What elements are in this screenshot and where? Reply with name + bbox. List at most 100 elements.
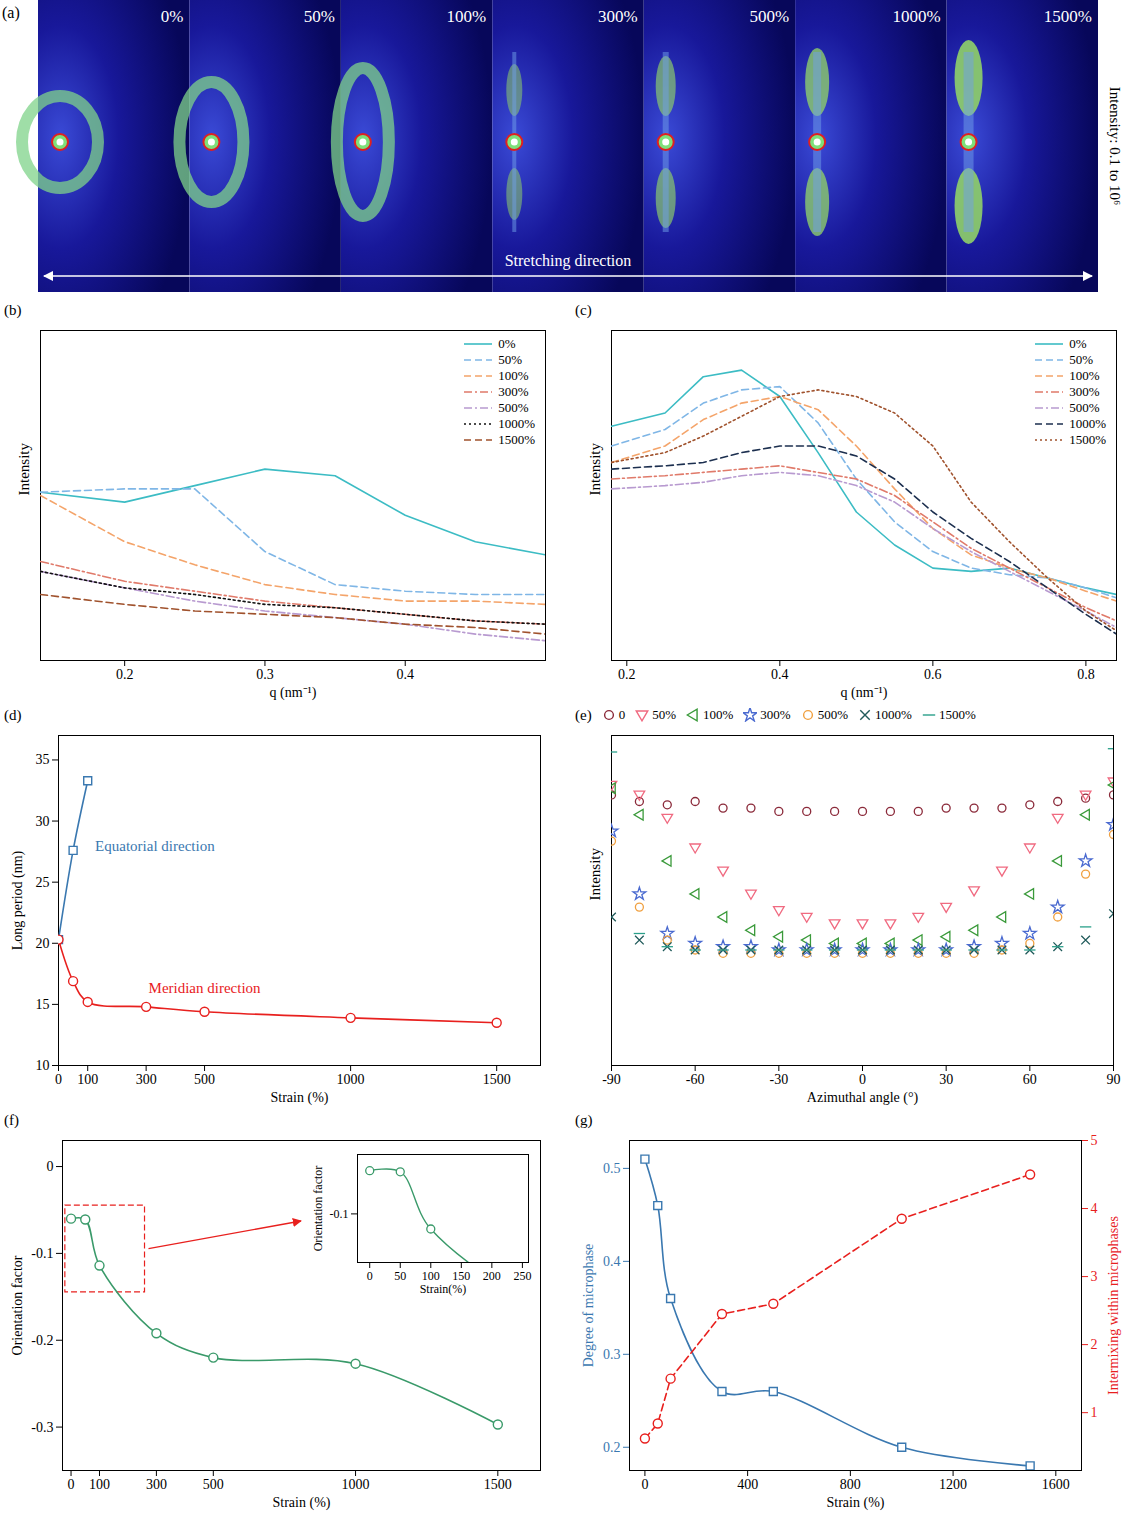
svg-text:100: 100 [89,1477,110,1492]
svg-text:Orientation factor: Orientation factor [311,1166,325,1252]
svg-text:-0.1: -0.1 [330,1207,349,1221]
svg-text:500: 500 [194,1072,215,1087]
svg-text:0.4: 0.4 [603,1254,621,1269]
html-text:1000%: 1000% [1069,416,1106,431]
svg-text:30: 30 [36,814,50,829]
html-text:(g): (g) [575,1112,593,1128]
svg-text:0: 0 [641,1477,648,1492]
html-text:(d): (d) [4,707,22,723]
svg-text:400: 400 [737,1477,758,1492]
svg-text:Intermixing within microphases: Intermixing within microphases [1106,1216,1121,1395]
svg-text:Long period (nm): Long period (nm) [10,850,26,950]
svg-text:1600: 1600 [1042,1477,1070,1492]
svg-text:20: 20 [36,936,50,951]
html-text:500%: 500% [1069,400,1100,415]
html-text:50%: 50% [498,352,522,367]
html-text:300%: 300% [1069,384,1100,399]
svg-text:1500: 1500 [484,1477,512,1492]
html-text:1000%: 1000% [498,416,535,431]
html-text:(c): (c) [575,302,592,318]
svg-text:-0.3: -0.3 [31,1420,53,1435]
svg-text:Strain(%): Strain(%) [420,1282,467,1296]
svg-text:250: 250 [513,1269,531,1283]
svg-text:2: 2 [1091,1337,1098,1352]
html-text:1500%: 1500% [498,432,535,447]
svg-text:Equatorial direction: Equatorial direction [95,838,215,854]
svg-text:4: 4 [1091,1201,1098,1216]
svg-text:0.8: 0.8 [1077,667,1095,682]
html-text:100%: 100% [498,368,529,383]
svg-text:1500: 1500 [483,1072,511,1087]
svg-text:-60: -60 [686,1072,705,1087]
html-text:0%: 0% [1069,336,1087,351]
html-text:500%: 500% [498,400,529,415]
svg-text:0.2: 0.2 [116,667,133,682]
svg-text:0.3: 0.3 [256,667,274,682]
svg-text:90: 90 [1107,1072,1121,1087]
svg-text:Orientation factor: Orientation factor [10,1255,25,1355]
svg-text:1500%: 1500% [1044,7,1092,26]
svg-text:60: 60 [1023,1072,1037,1087]
svg-text:0: 0 [47,1159,54,1174]
svg-text:Degree of microphase: Degree of microphase [581,1244,596,1368]
svg-text:(a): (a) [2,4,20,22]
svg-text:0.4: 0.4 [396,667,414,682]
html-text:50%: 50% [1069,352,1093,367]
svg-text:0: 0 [55,1072,62,1087]
svg-text:50%: 50% [304,7,335,26]
svg-text:1: 1 [1091,1405,1098,1420]
html-text:300%: 300% [498,384,529,399]
svg-text:-0.1: -0.1 [31,1246,53,1261]
html-text:(b): (b) [4,302,22,318]
svg-text:100: 100 [77,1072,98,1087]
svg-text:100%: 100% [447,7,487,26]
svg-text:Strain (%): Strain (%) [271,1090,329,1106]
svg-text:1000: 1000 [337,1072,365,1087]
html-text:0%: 0% [498,336,516,351]
svg-text:0.5: 0.5 [603,1161,621,1176]
svg-text:0.6: 0.6 [924,667,942,682]
svg-text:-90: -90 [602,1072,621,1087]
svg-text:3: 3 [1091,1269,1098,1284]
svg-text:Intensity: Intensity [587,443,603,496]
svg-text:Meridian direction: Meridian direction [149,980,262,996]
svg-text:35: 35 [36,752,50,767]
svg-text:q (nm⁻¹): q (nm⁻¹) [270,685,317,701]
svg-text:-0.2: -0.2 [31,1333,53,1348]
svg-text:0.2: 0.2 [603,1440,621,1455]
svg-text:5: 5 [1091,1133,1098,1148]
svg-text:1200: 1200 [939,1477,967,1492]
svg-text:300%: 300% [598,7,638,26]
svg-text:500%: 500% [749,7,789,26]
html-text:100%: 100% [1069,368,1100,383]
svg-text:-30: -30 [769,1072,788,1087]
svg-text:15: 15 [36,997,50,1012]
svg-text:0.2: 0.2 [618,667,636,682]
svg-text:300: 300 [136,1072,157,1087]
svg-text:0: 0 [859,1072,866,1087]
svg-text:30: 30 [939,1072,953,1087]
svg-text:q (nm⁻¹): q (nm⁻¹) [841,685,888,701]
svg-text:1000%: 1000% [892,7,940,26]
svg-text:50: 50 [394,1269,406,1283]
html-text:(e): (e) [575,707,592,723]
svg-text:500: 500 [203,1477,224,1492]
svg-text:Intensity: Intensity [587,848,603,901]
svg-text:Strain (%): Strain (%) [827,1495,885,1511]
svg-text:200: 200 [483,1269,501,1283]
svg-text:0: 0 [367,1269,373,1283]
svg-text:0%: 0% [161,7,184,26]
svg-text:1000: 1000 [342,1477,370,1492]
svg-text:Strain (%): Strain (%) [273,1495,331,1511]
svg-text:Azimuthal angle (°): Azimuthal angle (°) [807,1090,919,1106]
svg-text:Intensity: 0.1 to 10⁶: Intensity: 0.1 to 10⁶ [1107,87,1123,206]
svg-text:Stretching direction: Stretching direction [505,252,632,270]
svg-text:800: 800 [840,1477,861,1492]
svg-text:Intensity: Intensity [16,443,32,496]
svg-text:300: 300 [146,1477,167,1492]
svg-text:0.3: 0.3 [603,1347,621,1362]
svg-text:0.4: 0.4 [771,667,789,682]
svg-text:0: 0 [68,1477,75,1492]
svg-text:10: 10 [36,1058,50,1073]
svg-text:25: 25 [36,875,50,890]
